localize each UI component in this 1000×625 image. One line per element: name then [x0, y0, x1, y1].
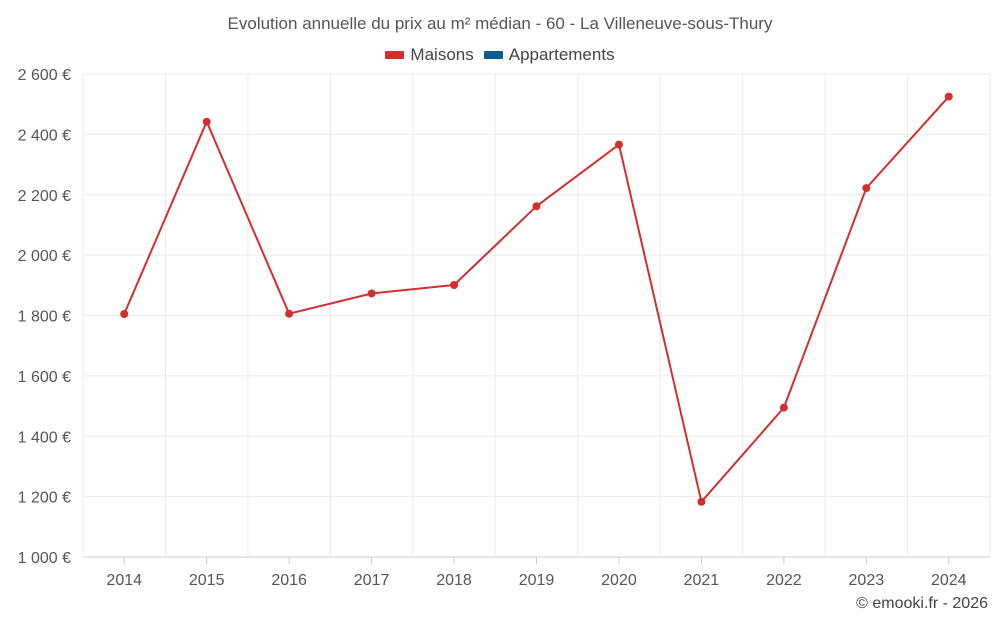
y-tick-label: 1 600 € [18, 369, 71, 386]
y-tick-label: 1 400 € [18, 429, 71, 446]
y-tick-label: 2 200 € [18, 188, 71, 205]
data-point [532, 202, 541, 211]
chart-legend: Maisons Appartements [0, 45, 1000, 65]
legend-item-appartements[interactable]: Appartements [483, 45, 615, 65]
credit-text: © emooki.fr - 2026 [856, 595, 988, 612]
y-tick-label: 2 400 € [18, 127, 71, 144]
x-tick-label: 2014 [106, 572, 142, 589]
y-tick-label: 1 000 € [18, 550, 71, 567]
legend-item-maisons[interactable]: Maisons [385, 45, 474, 65]
x-tick-label: 2018 [436, 572, 472, 589]
legend-label-maisons: Maisons [410, 45, 474, 64]
data-point [779, 403, 788, 412]
data-point [367, 289, 376, 298]
x-tick-label: 2022 [766, 572, 802, 589]
x-tick-label: 2015 [189, 572, 225, 589]
data-point [944, 92, 953, 101]
data-point [697, 497, 706, 506]
data-point [450, 281, 459, 290]
data-point [285, 309, 294, 318]
data-point [202, 117, 211, 126]
x-tick-label: 2024 [931, 572, 967, 589]
data-point [862, 184, 871, 193]
y-tick-label: 2 600 € [18, 67, 71, 84]
x-tick-label: 2017 [354, 572, 390, 589]
data-point [614, 140, 623, 149]
data-point [120, 309, 129, 318]
legend-swatch-maisons [385, 51, 405, 59]
chart-title: Evolution annuelle du prix au m² médian … [227, 14, 773, 33]
legend-label-appartements: Appartements [508, 45, 615, 64]
y-tick-label: 1 200 € [18, 490, 71, 507]
y-tick-label: 2 000 € [18, 248, 71, 265]
x-tick-label: 2019 [519, 572, 555, 589]
x-tick-label: 2020 [601, 572, 637, 589]
x-tick-label: 2016 [271, 572, 307, 589]
legend-swatch-appartements [483, 51, 503, 59]
x-tick-label: 2023 [849, 572, 885, 589]
y-tick-label: 1 800 € [18, 309, 71, 326]
x-tick-label: 2021 [684, 572, 720, 589]
